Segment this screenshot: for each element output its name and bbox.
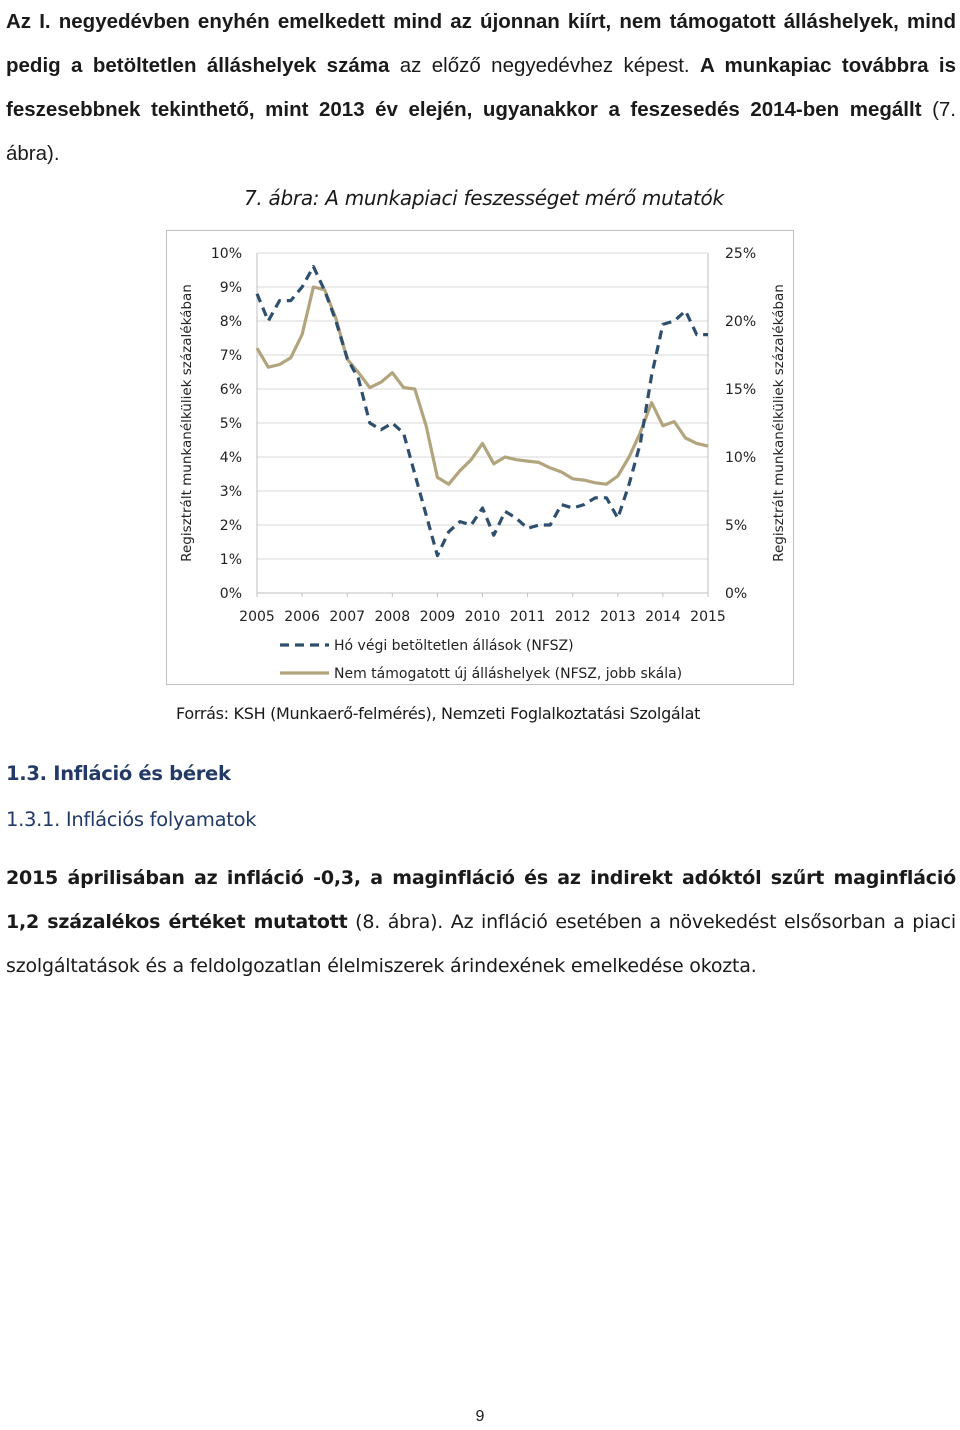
series-line-vacancies <box>255 264 708 558</box>
y-axis-labels: Regisztrált munkanélküliek százalékában R… <box>179 284 787 562</box>
chart-frame: 0% 1% 2% 3% 4% 5% 6% 7% 8% 9% 10% 0% 5% 10% 15% 20% 25% 2… <box>166 230 794 685</box>
right-tick-label: 0% <box>725 586 747 602</box>
x-tick-label: 2010 <box>465 609 501 625</box>
left-tick-label: 5% <box>220 416 242 432</box>
x-tick-label: 2006 <box>284 609 320 625</box>
right-tick-label: 5% <box>725 518 747 534</box>
legend-label: Nem támogatott új álláshelyek (NFSZ, job… <box>334 666 682 682</box>
inflation-bold: 2015 áprilisában az infláció -0,3, a mag… <box>6 867 956 933</box>
right-tick-label: 25% <box>725 246 756 262</box>
x-tick-label: 2005 <box>239 609 275 625</box>
x-tick-label: 2008 <box>374 609 410 625</box>
right-tick-label: 10% <box>725 450 756 466</box>
x-tick-label: 2014 <box>645 609 681 625</box>
left-axis-title: Regisztrált munkanélküliek százalékában <box>179 284 195 562</box>
left-tick-label: 9% <box>220 280 242 296</box>
left-tick-label: 6% <box>220 382 242 398</box>
left-tick-label: 2% <box>220 518 242 534</box>
left-tick-label: 10% <box>211 246 242 262</box>
x-tick-label: 2013 <box>600 609 636 625</box>
subsection-heading: 1.3.1. Inflációs folyamatok <box>6 808 257 831</box>
x-tick-label: 2011 <box>510 609 546 625</box>
x-tick-label: 2009 <box>420 609 456 625</box>
intro-bold-1: Az I. negyedévben enyhén emelkedett mind… <box>6 10 956 77</box>
inflation-paragraph: 2015 áprilisában az infláció -0,3, a mag… <box>6 856 956 988</box>
figure-source: Forrás: KSH (Munkaerő-felmérés), Nemzeti… <box>176 704 701 723</box>
left-tick-label: 8% <box>220 314 242 330</box>
inflation-text: (8. ábra). Az infláció esetében a növeke… <box>6 911 956 977</box>
x-tick-label: 2007 <box>329 609 365 625</box>
chart-axes: 0% 1% 2% 3% 4% 5% 6% 7% 8% 9% 10% 0% 5% 10% 15% 20% 25% 2… <box>211 246 756 625</box>
line-chart: 0% 1% 2% 3% 4% 5% 6% 7% 8% 9% 10% 0% 5% 10% 15% 20% 25% 2… <box>179 246 787 682</box>
intro-text-1: az előző negyedévhez képest. <box>389 54 701 77</box>
intro-bold-2: A munkapiac továbbra is feszesebbnek tek… <box>6 54 956 121</box>
x-tick-label: 2015 <box>690 609 726 625</box>
right-tick-label: 20% <box>725 314 756 330</box>
figure-caption: 7. ábra: A munkapiaci feszességet mérő m… <box>244 186 724 210</box>
left-tick-label: 0% <box>220 586 242 602</box>
left-tick-label: 7% <box>220 348 242 364</box>
right-tick-label: 15% <box>725 382 756 398</box>
chart-grid <box>257 252 708 560</box>
page-number: 9 <box>475 1408 485 1425</box>
legend-label: Hó végi betöltetlen állások (NFSZ) <box>334 638 574 654</box>
chart-legend: Hó végi betöltetlen állások (NFSZ) Nem tá… <box>280 638 682 682</box>
series-line-new-jobs <box>255 285 709 486</box>
intro-text-2: (7. ábra). <box>6 98 956 165</box>
left-tick-label: 4% <box>220 450 242 466</box>
chart-series <box>255 264 709 558</box>
left-tick-label: 1% <box>220 552 242 568</box>
left-tick-label: 3% <box>220 484 242 500</box>
intro-paragraph: Az I. negyedévben enyhén emelkedett mind… <box>6 0 956 176</box>
x-tick-label: 2012 <box>555 609 591 625</box>
right-axis-title: Regisztrált munkanélküliek százalékában <box>771 284 787 562</box>
section-heading: 1.3. Infláció és bérek <box>6 762 231 785</box>
